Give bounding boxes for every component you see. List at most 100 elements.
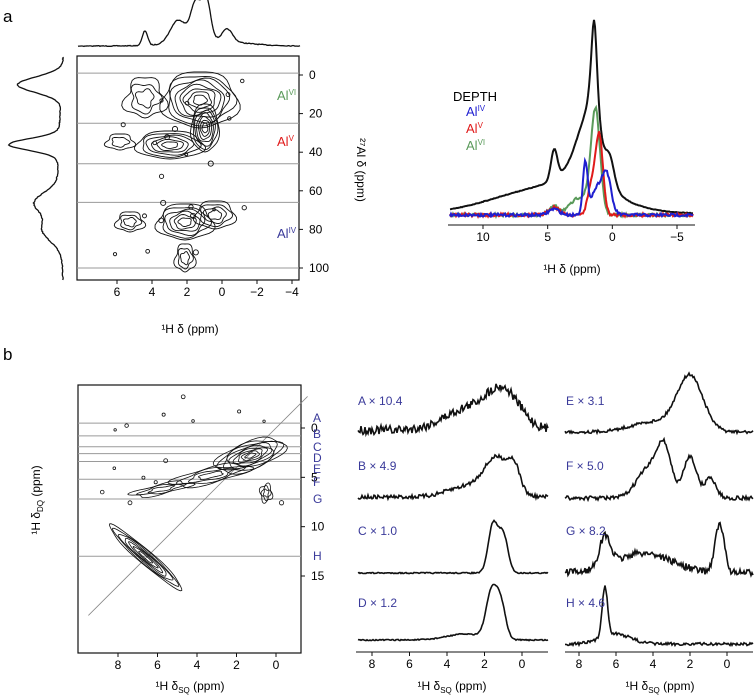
panel-b-ridge-contour-1 [175,466,247,485]
slice-d-label: D × 1.2 [358,596,397,610]
panel-a-top-projection [77,0,301,48]
panel-b-tail-contour-1 [135,483,188,496]
panel-a-y-tick-label-1: 20 [309,107,323,121]
panel-a-noise-contour-6 [207,160,214,167]
alv-bridge-contour-1 [193,107,219,151]
legend-al-vi-base: Al [466,138,478,153]
panel-b-diagonal-contour-4 [128,541,164,574]
aliv-contour-0 [154,203,216,241]
panel-b-slice-letter-d: D [313,451,322,465]
panel-a-contours [103,71,247,273]
alv-left-contour-0 [103,133,137,151]
aliv-right-contour-3 [207,209,223,220]
slice-a-label: A × 10.4 [358,394,403,408]
alv-bridge-contour-4 [198,115,213,140]
panel-a-x-tick-label-5: −4 [285,285,299,299]
panel-b-main-contour-8 [244,452,257,459]
panel-b-x-tick-label-1: 6 [154,658,161,672]
panel-b-g-contour-0 [258,482,274,504]
panel-a-y-tick-label-5: 100 [309,261,329,275]
panel-b-noise-contour-10 [99,489,105,495]
spectra-x-label: ¹H δ (ppm) [543,262,600,276]
panel-a-noise-contour-14 [120,122,126,128]
alvi-contour-4 [179,83,222,116]
alvi-left-contour-0 [121,77,169,119]
panel-b-slice-letter-c: C [313,440,322,454]
panel-b-noise-contour-2 [262,419,266,423]
panel-b-noise-contour-9 [112,466,117,470]
slices-right-x-label-sub: SQ [648,686,660,695]
panel-a-noise-contour-10 [164,134,171,140]
panel-a-noise-contour-16 [240,78,245,84]
slices-left-x-tick-label-2: 4 [444,657,451,671]
panel-a-x-tick-label-3: 0 [219,285,226,299]
alv-bridge-contour-6 [201,122,209,134]
panel-a-spectra: 10 5 0 −5 DEPTH AlIV AlV AlVI ¹H δ (ppm) [448,19,695,276]
panel-a-noise-contour-20 [158,173,165,179]
panel-a-noise-contour-18 [184,100,190,106]
al-iv-base: Al [277,226,289,241]
panel-b-y-label-main: ¹H δ [29,512,43,535]
panel-b-noise-contour-12 [127,500,133,506]
aliv-contour-1 [162,207,213,239]
alv-contour-1 [142,133,202,158]
slice-c-trace [357,519,549,575]
alvi-contour-6 [187,91,212,109]
alv-bridge-contour-0 [190,103,220,153]
slices-left-x-label: ¹H δSQ (ppm) [418,679,487,695]
alv-bridge-contour-2 [194,109,216,147]
panel-b-y-tick-label-3: 15 [311,569,325,583]
panel-b-noise-contour-7 [163,458,169,464]
panel-b-contours [99,394,288,592]
panel-a-x-label: ¹H δ (ppm) [161,322,218,336]
panel-b-y-label-sub: DQ [36,500,45,512]
slices-right-x-tick-label-2: 4 [650,657,657,671]
alv-bridge-contour-3 [196,112,214,143]
slices-right-x-tick-label-3: 2 [687,657,694,671]
panel-a-x-tick-label-2: 2 [184,285,191,299]
slice-c-label: C × 1.0 [358,524,397,538]
slice-b-label: B × 4.9 [358,459,397,473]
panel-b-slice-letter-a: A [313,411,321,425]
slice-f-label: F × 5.0 [566,459,604,473]
spectra-x-tick-label-0: 10 [476,230,490,244]
spectra-x-tick-label-2: 0 [609,230,616,244]
slices-left-x-tick-label-0: 8 [369,657,376,671]
spectra-x-axis: 10 5 0 −5 [476,225,684,244]
slices-left-x-label-main: ¹H δ [418,679,441,693]
aliv-left-contour-0 [113,211,147,233]
spectra-x-tick-label-1: 5 [544,230,551,244]
al-vi-sup: VI [289,88,297,97]
al-iv-spectrum [449,156,694,219]
panel-b-noise-contour-0 [113,428,117,432]
panel-b-slice-letter-e: E [313,462,321,476]
panel-b-label: b [3,345,12,364]
panel-b-y-tick-label-1: 5 [311,470,318,484]
legend-al-vi-sup: VI [478,138,486,147]
alv-contour-4 [156,138,184,151]
aliv-contour-3 [169,210,201,232]
al-v-label: AlV [277,134,295,149]
panel-b-slice-letter-f: F [313,475,320,489]
slices-right-column [564,371,754,648]
panel-a-x-tick-label-1: 4 [149,285,156,299]
slice-e-label: E × 3.1 [566,394,605,408]
panel-b-diagonal-contour-5 [132,546,159,569]
panel-a-y-tick-label-3: 60 [309,184,323,198]
slice-g-label: G × 8.2 [566,524,606,538]
panel-b-slice-letter-b: B [313,427,321,441]
panel-b-diagonal-contour-1 [112,527,180,587]
slice-b-trace [357,452,549,502]
slices-right-x-label: ¹H δSQ (ppm) [626,679,695,695]
panel-b-ridge-contour-0 [167,462,255,489]
panel-b-main-contour-6 [238,448,263,463]
panel-b-x-label: ¹H δSQ (ppm) [156,679,225,695]
legend-al-iv-base: Al [466,104,478,119]
slices-right-x-label-unit: (ppm) [660,679,695,693]
panel-b-noise-contour-1 [237,409,242,414]
legend-al-vi: AlVI [466,138,485,153]
panel-b-slice-letter-g: G [313,492,322,506]
panel-b-y-tick-label-0: 0 [311,421,318,435]
